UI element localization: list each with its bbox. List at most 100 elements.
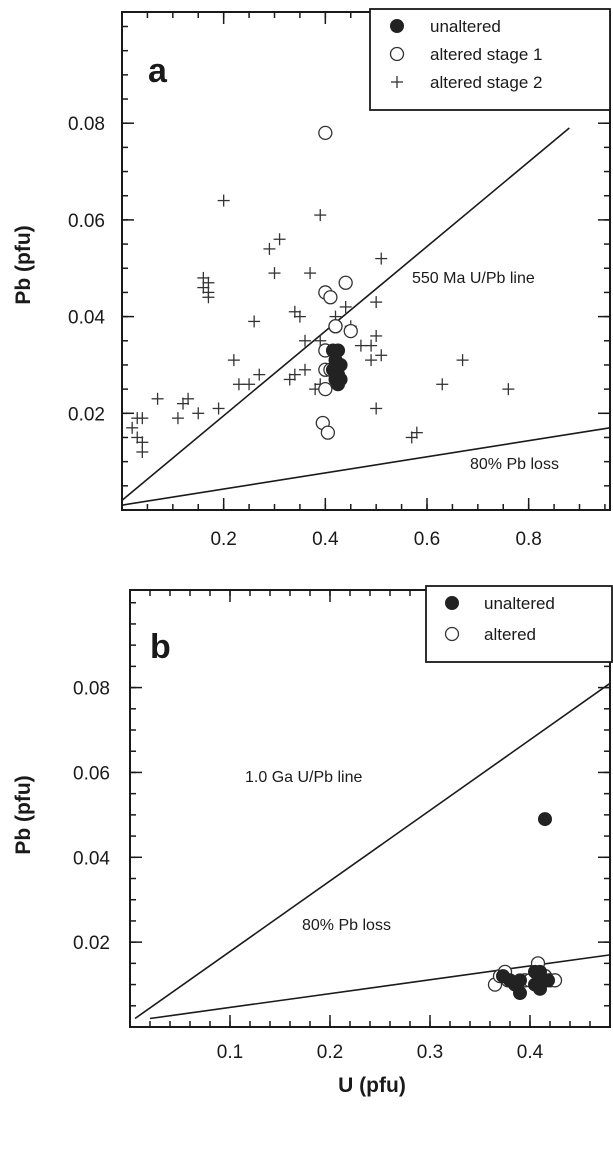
data-point bbox=[288, 305, 301, 318]
x-tick-label: 0.4 bbox=[312, 529, 339, 550]
reference-line bbox=[134, 682, 611, 1020]
data-point bbox=[248, 315, 261, 328]
y-axis-title: Pb (pfu) bbox=[12, 775, 35, 854]
x-tick-label: 0.1 bbox=[217, 1042, 243, 1063]
series-unaltered bbox=[325, 343, 348, 392]
legend-marker bbox=[445, 596, 459, 610]
data-point bbox=[513, 986, 527, 1001]
data-point bbox=[405, 431, 418, 444]
panel-b: 0.1 0.2 0.3 0.4 0.02 0.04 0.06 0.08 1.0 Ga U/Pb … bbox=[12, 585, 613, 1097]
y-axis-title: Pb (pfu) bbox=[12, 225, 35, 304]
reference-line-label: 550 Ma U/Pb line bbox=[412, 270, 535, 287]
data-point bbox=[375, 252, 388, 265]
data-point bbox=[227, 354, 240, 367]
y-tick-label: 0.08 bbox=[68, 114, 105, 135]
data-point bbox=[151, 392, 164, 405]
data-point bbox=[136, 445, 149, 458]
x-tick-label: 0.3 bbox=[417, 1042, 443, 1063]
data-point bbox=[370, 296, 383, 309]
panel-label: a bbox=[148, 52, 168, 90]
data-point bbox=[375, 349, 388, 362]
x-axis-title: U (pfu) bbox=[338, 1074, 406, 1097]
data-point bbox=[318, 381, 333, 397]
reference-line-label: 80% Pb loss bbox=[470, 456, 559, 473]
data-point bbox=[263, 242, 276, 255]
data-point bbox=[288, 368, 301, 381]
data-point bbox=[320, 425, 336, 440]
data-point bbox=[126, 421, 139, 434]
data-point bbox=[217, 194, 230, 207]
data-point bbox=[410, 426, 423, 439]
data-point bbox=[354, 339, 367, 352]
data-point bbox=[197, 281, 210, 294]
series-unaltered bbox=[496, 812, 555, 1001]
data-point bbox=[131, 431, 144, 444]
data-point bbox=[177, 397, 189, 410]
legend-marker bbox=[389, 46, 405, 62]
data-point bbox=[314, 334, 327, 347]
series-altered-stage-1 bbox=[315, 125, 358, 440]
data-point bbox=[136, 412, 149, 425]
x-tick-label: 0.4 bbox=[517, 1042, 544, 1063]
data-point bbox=[273, 233, 286, 246]
data-point bbox=[299, 363, 311, 376]
legend-marker bbox=[444, 626, 460, 642]
data-point bbox=[212, 402, 225, 415]
data-point bbox=[283, 373, 296, 386]
series-altered-stage-2 bbox=[126, 194, 515, 458]
data-point bbox=[192, 407, 205, 420]
x-tick-label: 0.6 bbox=[414, 529, 440, 550]
data-point bbox=[533, 981, 547, 996]
data-point bbox=[538, 812, 552, 827]
data-point bbox=[268, 267, 281, 280]
x-tick-label: 0.2 bbox=[317, 1042, 343, 1063]
data-point bbox=[365, 354, 378, 367]
panel-label: b bbox=[150, 628, 171, 666]
legend-box bbox=[369, 8, 611, 111]
x-tick-label: 0.8 bbox=[515, 529, 541, 550]
y-tick-label: 0.06 bbox=[73, 763, 110, 784]
data-point bbox=[243, 378, 256, 391]
data-point bbox=[314, 209, 327, 222]
data-point bbox=[370, 329, 383, 342]
data-point bbox=[339, 300, 352, 313]
data-point bbox=[232, 378, 245, 391]
y-tick-label: 0.02 bbox=[73, 933, 110, 954]
data-point bbox=[370, 402, 383, 415]
data-point bbox=[502, 383, 515, 396]
data-point bbox=[343, 323, 358, 339]
data-point bbox=[365, 339, 378, 352]
data-point bbox=[299, 334, 311, 347]
data-point bbox=[182, 392, 195, 405]
legend-label: altered bbox=[484, 625, 536, 644]
panel-a: 0.2 0.4 0.6 0.8 0.02 0.04 0.06 0.08 550 Ma U/Pb … bbox=[12, 8, 611, 550]
legend-label: altered stage 1 bbox=[430, 45, 542, 64]
legend-marker bbox=[391, 76, 403, 88]
plot-frame bbox=[121, 11, 611, 511]
legend-label: unaltered bbox=[430, 17, 501, 36]
legend-marker bbox=[390, 19, 404, 33]
reference-line bbox=[121, 127, 570, 501]
data-point bbox=[323, 290, 338, 305]
y-tick-label: 0.08 bbox=[73, 679, 110, 700]
reference-line bbox=[121, 427, 611, 506]
data-point bbox=[304, 267, 317, 280]
data-point bbox=[293, 310, 306, 323]
legend: unaltered altered bbox=[425, 585, 613, 663]
data-point bbox=[331, 377, 346, 392]
legend-label: altered stage 2 bbox=[430, 73, 542, 92]
y-tick-label: 0.06 bbox=[68, 211, 105, 232]
data-point bbox=[202, 291, 215, 304]
y-tick-label: 0.04 bbox=[68, 308, 105, 329]
data-point bbox=[328, 319, 343, 334]
data-point bbox=[338, 275, 353, 290]
x-tick-label: 0.2 bbox=[210, 529, 236, 550]
data-point bbox=[541, 973, 555, 988]
data-point bbox=[171, 412, 184, 425]
reference-line-label: 1.0 Ga U/Pb line bbox=[245, 769, 363, 786]
data-point bbox=[253, 368, 266, 381]
reference-line-label: 80% Pb loss bbox=[302, 917, 391, 934]
data-point bbox=[318, 125, 333, 141]
legend: unaltered altered stage 1 altered stage 2 bbox=[369, 8, 611, 111]
